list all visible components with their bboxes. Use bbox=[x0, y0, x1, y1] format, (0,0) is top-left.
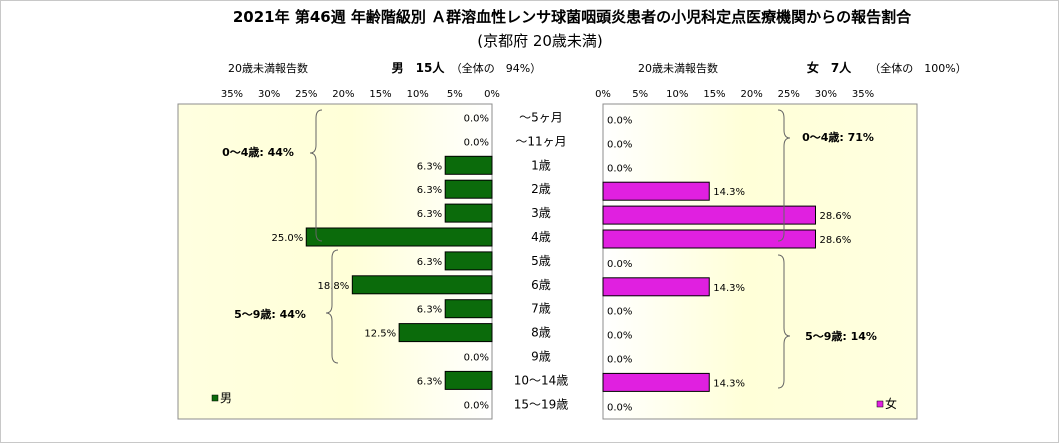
male-bar bbox=[444, 203, 493, 223]
female-value-label: 0.0% bbox=[607, 139, 632, 150]
category-label: 8歳 bbox=[531, 326, 551, 340]
male-header-share: （全体の 94%） bbox=[451, 61, 541, 75]
female-bar bbox=[602, 372, 710, 392]
female-axis-tick: 10% bbox=[666, 89, 688, 100]
male-bar bbox=[444, 155, 493, 175]
male-value-label: 0.0% bbox=[464, 400, 489, 411]
male-value-label: 6.3% bbox=[417, 376, 442, 387]
category-label: 9歳 bbox=[531, 350, 551, 364]
male-value-label: 6.3% bbox=[417, 257, 442, 268]
category-label: 10〜14歳 bbox=[514, 373, 569, 387]
male-bar bbox=[305, 227, 493, 247]
category-label: 15〜19歳 bbox=[514, 397, 569, 411]
male-bar bbox=[444, 251, 493, 271]
female-group-label-0-4: 0〜4歳: 71% bbox=[802, 130, 874, 144]
male-value-label: 12.5% bbox=[364, 329, 396, 340]
category-label: 〜5ヶ月 bbox=[519, 111, 563, 125]
female-value-label: 0.0% bbox=[607, 259, 632, 270]
category-label: 3歳 bbox=[531, 206, 551, 220]
legend-male-label: 男 bbox=[220, 391, 232, 405]
female-axis-tick: 5% bbox=[632, 89, 648, 100]
female-header-share: （全体の 100%） bbox=[869, 61, 966, 75]
male-value-label: 6.3% bbox=[417, 161, 442, 172]
male-axis-tick: 20% bbox=[332, 89, 354, 100]
male-bar bbox=[444, 370, 493, 390]
female-axis-tick: 15% bbox=[703, 89, 725, 100]
female-group-bracket-0-4 bbox=[777, 109, 791, 242]
female-group-bracket-5-9 bbox=[777, 254, 791, 389]
legend-female-swatch bbox=[876, 400, 884, 408]
male-value-label: 6.3% bbox=[417, 185, 442, 196]
female-bar bbox=[602, 229, 816, 249]
male-bar bbox=[398, 323, 493, 343]
male-axis-tick: 5% bbox=[447, 89, 463, 100]
category-label: 〜11ヶ月 bbox=[515, 134, 566, 148]
female-value-label: 0.0% bbox=[607, 402, 632, 413]
male-value-label: 6.3% bbox=[417, 305, 442, 316]
female-value-label: 0.0% bbox=[607, 163, 632, 174]
male-group-label-5-9: 5〜9歳: 44% bbox=[234, 307, 306, 321]
male-value-label: 6.3% bbox=[417, 209, 442, 220]
female-value-label: 28.6% bbox=[819, 235, 851, 246]
category-label: 5歳 bbox=[531, 254, 551, 268]
female-value-label: 14.3% bbox=[713, 283, 745, 294]
female-group-label-5-9: 5〜9歳: 14% bbox=[805, 329, 877, 343]
male-axis-tick: 15% bbox=[369, 89, 391, 100]
female-axis-tick: 35% bbox=[852, 89, 874, 100]
female-value-label: 0.0% bbox=[607, 307, 632, 318]
female-value-label: 0.0% bbox=[607, 116, 632, 127]
chart-subtitle: (京都府 20歳未満) bbox=[477, 32, 603, 50]
chart-title: 2021年 第46週 年齢階級別 Ａ群溶血性レンサ球菌咽頭炎患者の小児科定点医療… bbox=[233, 8, 912, 26]
female-bar bbox=[602, 181, 710, 201]
female-value-label: 0.0% bbox=[607, 355, 632, 366]
female-axis-tick: 25% bbox=[778, 89, 800, 100]
female-plot-area bbox=[602, 103, 918, 420]
male-plot-area bbox=[177, 103, 493, 420]
male-value-label: 25.0% bbox=[271, 233, 303, 244]
female-header-count: 女 7人 bbox=[807, 60, 852, 75]
male-axis-tick: 10% bbox=[407, 89, 429, 100]
female-axis-tick: 0% bbox=[595, 89, 611, 100]
female-axis-tick: 30% bbox=[815, 89, 837, 100]
male-axis-tick: 35% bbox=[221, 89, 243, 100]
legend-male-swatch bbox=[211, 394, 219, 402]
male-value-label: 0.0% bbox=[464, 137, 489, 148]
female-value-label: 14.3% bbox=[713, 187, 745, 198]
male-value-label: 0.0% bbox=[464, 353, 489, 364]
male-value-label: 0.0% bbox=[464, 114, 489, 125]
male-bar bbox=[351, 275, 493, 295]
male-bar bbox=[444, 179, 493, 199]
female-value-label: 14.3% bbox=[713, 378, 745, 389]
category-label: 1歳 bbox=[531, 158, 551, 172]
female-header-label: 20歳未満報告数 bbox=[638, 62, 718, 75]
category-label: 7歳 bbox=[531, 302, 551, 316]
male-group-bracket-5-9 bbox=[325, 249, 339, 364]
male-axis-tick: 25% bbox=[295, 89, 317, 100]
male-header-count: 男 15人 bbox=[392, 60, 446, 75]
male-axis-tick: 30% bbox=[258, 89, 280, 100]
female-bar bbox=[602, 277, 710, 297]
legend-female-label: 女 bbox=[885, 396, 897, 411]
male-value-label: 18.8% bbox=[318, 281, 350, 292]
female-value-label: 28.6% bbox=[819, 211, 851, 222]
female-axis-tick: 20% bbox=[740, 89, 762, 100]
female-value-label: 0.0% bbox=[607, 331, 632, 342]
category-label: 6歳 bbox=[531, 278, 551, 292]
category-label: 2歳 bbox=[531, 182, 551, 196]
male-axis-tick: 0% bbox=[484, 89, 500, 100]
male-group-bracket-0-4 bbox=[309, 109, 323, 242]
category-label: 4歳 bbox=[531, 230, 551, 244]
male-group-label-0-4: 0〜4歳: 44% bbox=[222, 145, 294, 159]
male-bar bbox=[444, 299, 493, 319]
female-bar bbox=[602, 205, 816, 225]
male-header-label: 20歳未満報告数 bbox=[228, 62, 308, 75]
